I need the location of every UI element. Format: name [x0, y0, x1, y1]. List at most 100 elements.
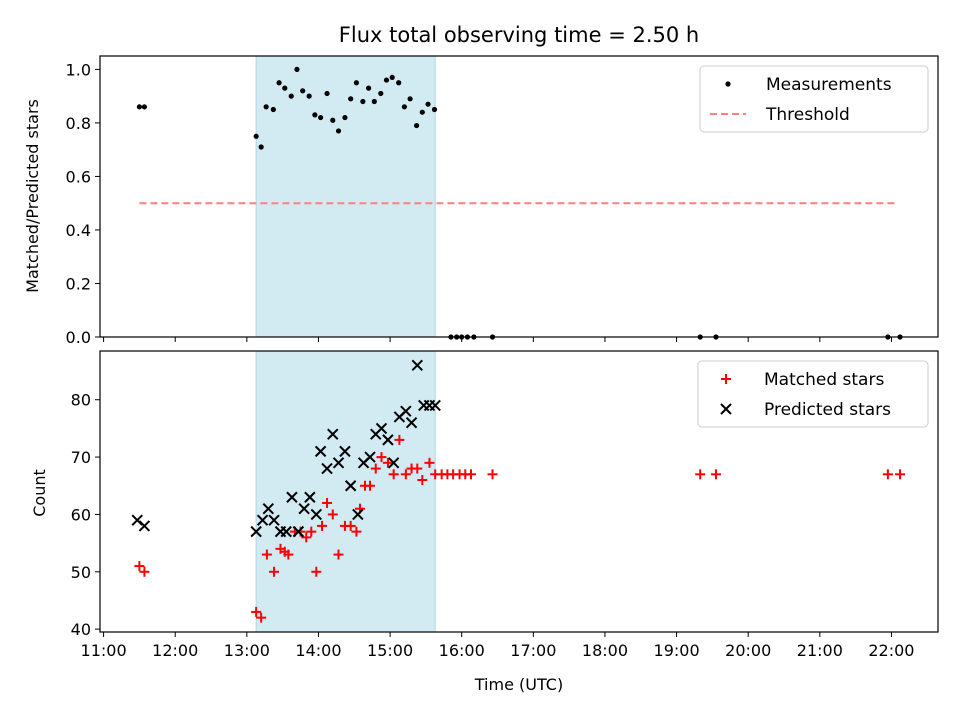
predicted-star-point — [382, 434, 394, 446]
chart-title: Flux total observing time = 2.50 h — [339, 23, 699, 47]
measurement-point — [431, 106, 438, 113]
measurement-point — [378, 90, 384, 97]
predicted-star-point — [256, 514, 269, 526]
x-tick-label: 15:00 — [367, 641, 413, 660]
legend: Matched stars Predicted stars — [697, 360, 929, 428]
legend-label: Predicted stars — [764, 400, 891, 420]
measurement-point — [396, 80, 402, 86]
axes-frame — [99, 55, 939, 338]
matched-star-point — [261, 549, 272, 560]
measurement-point — [425, 101, 431, 107]
measurement-point — [360, 98, 366, 105]
matched-star-point — [251, 606, 262, 617]
measurement-point — [353, 80, 360, 86]
matched-star-point — [306, 526, 317, 537]
matched-star-point — [466, 469, 477, 480]
matched-star-point — [695, 469, 706, 480]
predicted-star-point — [298, 502, 310, 515]
matched-star-point — [134, 561, 145, 572]
measurement-point — [342, 114, 348, 121]
predicted-star-point — [352, 508, 364, 521]
predicted-star-point — [138, 520, 151, 532]
highlight-span — [255, 350, 436, 633]
matched-star-point — [327, 509, 338, 520]
y-tick-label: 60 — [71, 505, 91, 524]
legend-predicted-symbol — [720, 403, 732, 415]
legend: Measurements Threshold — [699, 65, 929, 133]
matched-star-point — [301, 532, 312, 543]
matched-star-point — [256, 612, 267, 623]
predicted-star-point — [364, 451, 376, 463]
matched-star-point — [895, 469, 906, 480]
predicted-star-point — [339, 445, 351, 458]
y-tick-label: 80 — [71, 391, 91, 410]
matched-star-point — [394, 434, 405, 445]
x-tick-label: 17:00 — [510, 641, 556, 660]
measurement-point — [258, 144, 264, 150]
predicted-star-point — [400, 405, 412, 417]
legend-box — [697, 360, 929, 428]
measurement-point — [407, 96, 413, 102]
measurement-point — [401, 104, 408, 110]
x-tick-label: 20:00 — [725, 641, 771, 660]
y-tick-label: 0.8 — [66, 114, 91, 133]
predicted-star-point — [131, 514, 143, 526]
x-tick-label: 22:00 — [868, 641, 914, 660]
legend-label: Measurements — [766, 75, 892, 95]
matched-star-point — [424, 457, 435, 468]
legend-label: Threshold — [765, 105, 850, 125]
measurement-point — [324, 90, 330, 97]
predicted-star-point — [411, 359, 424, 372]
predicted-star-point — [286, 491, 298, 503]
y-tick-label: 0.2 — [66, 274, 91, 293]
legend-box — [699, 65, 929, 133]
top-y-axis-label: Matched/Predicted stars — [23, 99, 42, 293]
predicted-star-point — [332, 457, 345, 469]
measurement-point — [306, 93, 312, 99]
matched-star-point — [376, 452, 387, 463]
matched-star-point — [139, 566, 150, 577]
measurement-point — [330, 117, 336, 123]
measurement-point — [312, 112, 318, 118]
predicted-star-point — [314, 445, 327, 458]
matched-star-point — [412, 463, 423, 474]
measurement-point — [263, 104, 269, 110]
predicted-star-point — [280, 525, 292, 538]
predicted-star-point — [344, 480, 357, 492]
matched-star-point — [322, 497, 333, 508]
predicted-star-point — [429, 399, 441, 412]
x-tick-label: 21:00 — [797, 641, 843, 660]
predicted-star-point — [304, 491, 316, 503]
matched-star-point — [333, 549, 344, 560]
predicted-star-point — [262, 502, 275, 515]
y-tick-label: 40 — [71, 620, 91, 639]
measurement-point — [270, 106, 276, 113]
predicted-star-point — [250, 525, 262, 538]
measurement-point — [141, 104, 148, 110]
y-tick-label: 0.0 — [66, 328, 91, 347]
x-tick-label: 11:00 — [81, 641, 127, 660]
matched-star-point — [487, 469, 498, 480]
x-tick-label: 13:00 — [224, 641, 270, 660]
matched-star-point — [710, 469, 721, 480]
y-tick-label: 50 — [71, 563, 91, 582]
x-tick-label: 19:00 — [654, 641, 700, 660]
y-tick-label: 0.6 — [66, 167, 91, 186]
legend-measurement-symbol — [725, 81, 731, 87]
matched-star-point — [388, 469, 399, 480]
legend-label: Matched stars — [764, 370, 884, 390]
x-tick-label: 16:00 — [439, 641, 485, 660]
x-tick-label: 18:00 — [582, 641, 628, 660]
matched-star-point — [370, 463, 381, 474]
matched-star-point — [269, 566, 280, 577]
measurement-point — [276, 80, 282, 86]
matched-star-point — [283, 549, 294, 560]
predicted-star-point — [327, 428, 339, 440]
measurement-point — [348, 96, 354, 102]
predicted-star-point — [292, 525, 305, 538]
measurement-point — [300, 88, 306, 94]
x-tick-label: 14:00 — [295, 641, 341, 660]
matched-star-point — [417, 475, 428, 486]
measurement-point — [413, 122, 420, 129]
bottom-panel-counts: 40 50 60 70 80 11:00 12:00 13:00 14:00 15:00 16:00… — [71, 350, 939, 660]
